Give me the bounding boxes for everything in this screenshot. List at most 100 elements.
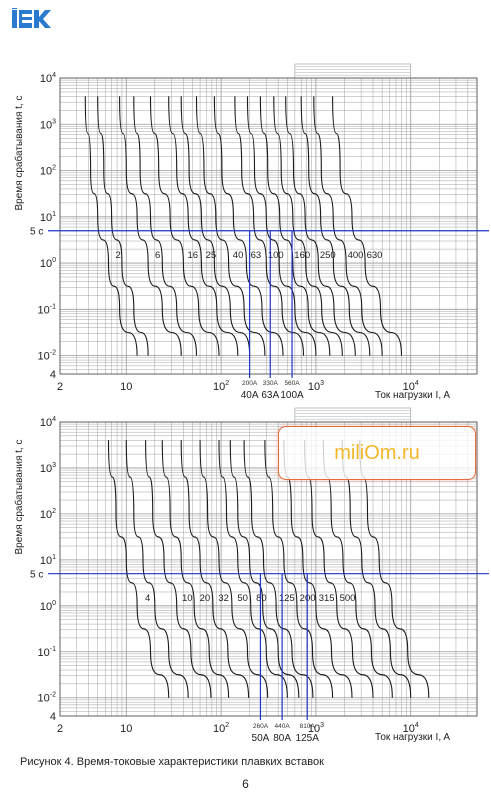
curve-label: 4	[145, 593, 150, 604]
curve-500	[304, 440, 374, 698]
y-tick-label: 4	[50, 369, 56, 381]
y-tick-label: 102	[40, 165, 56, 178]
x-tick-label: 10	[120, 723, 132, 735]
y-tick-label: 4	[50, 711, 56, 723]
marker-rating-label: 80A	[273, 733, 291, 744]
curve-unlabeled-10	[246, 96, 317, 356]
curve-label: 20	[200, 593, 211, 604]
curve-20	[161, 440, 230, 698]
x-tick-label: 102	[213, 722, 229, 735]
curve-10	[145, 440, 212, 698]
x-axis-label: Ток нагрузки I, A	[375, 390, 450, 401]
curve-label: 125	[279, 593, 295, 604]
grid	[59, 77, 478, 375]
curve-label: 16	[188, 250, 199, 261]
curve-6	[119, 96, 182, 356]
marker-current-label: 260A	[253, 723, 269, 730]
curve-label: 2	[115, 250, 120, 261]
curve-label: 250	[320, 250, 336, 261]
y-tick-label: 10-1	[38, 303, 57, 316]
y-tick-label: 100	[40, 257, 56, 270]
y-axis-label: Время срабатывания t, c	[13, 440, 25, 555]
grid	[59, 421, 478, 717]
x-tick-label: 104	[403, 722, 419, 735]
y-tick-label: 10-2	[38, 350, 57, 363]
curve-unlabeled-6	[180, 96, 251, 356]
curve-label: 6	[155, 250, 160, 261]
curve-label: 630	[367, 250, 383, 261]
y-tick-label: 104	[40, 72, 56, 85]
marker-rating-label: 125A	[296, 733, 320, 744]
x-tick-label: 103	[308, 722, 324, 735]
curve-label: 500	[340, 593, 356, 604]
curve-40	[195, 96, 266, 356]
reference-line-label: 5 c	[30, 227, 43, 238]
watermark-text: miliOm.ru	[334, 442, 420, 464]
curve-label: 32	[218, 593, 229, 604]
plot-frame	[59, 77, 478, 375]
curve-630	[332, 96, 403, 356]
curve-250	[285, 96, 356, 356]
curve-label: 315	[319, 593, 335, 604]
curve-160	[259, 96, 331, 356]
curve-label: 80	[256, 593, 267, 604]
y-tick-label: 10-1	[38, 646, 57, 659]
curve-125	[243, 440, 314, 698]
reference-line-label: 5 c	[30, 570, 43, 581]
marker-current-label: 440A	[275, 723, 291, 730]
curve-unlabeled-12	[322, 440, 393, 698]
curve-unlabeled-12	[273, 96, 343, 356]
upper-grid-box	[294, 407, 412, 423]
curve-unlabeled-14	[300, 96, 371, 356]
iek-logo	[12, 8, 51, 28]
curve-label: 100	[268, 250, 284, 261]
marker-rating-label: 40A	[241, 390, 259, 401]
curve-label: 10	[182, 593, 193, 604]
curve-label: 63	[251, 250, 262, 261]
curve-25	[168, 96, 239, 356]
curves: 2 6 16 25 40 63 100 160 250 400 630	[84, 96, 403, 356]
curve-400	[313, 96, 383, 356]
y-tick-label: 101	[40, 211, 56, 224]
curve-unlabeled-13	[341, 440, 412, 698]
curve-32	[180, 440, 250, 698]
page-number: 6	[242, 777, 249, 791]
curve-50	[199, 440, 269, 698]
marker-rating-label: 50A	[252, 733, 270, 744]
curve-80	[218, 440, 288, 698]
marker-current-label: 330A	[263, 380, 279, 387]
y-tick-label: 102	[40, 508, 56, 521]
curve-16	[149, 96, 220, 356]
x-tick-label: 2	[57, 381, 63, 393]
x-tick-label: 10	[120, 381, 132, 393]
marker-current-label: 200A	[242, 380, 258, 387]
curve-315	[283, 440, 353, 698]
curve-label: 400	[348, 250, 364, 261]
curve-unlabeled-14	[359, 440, 430, 698]
x-tick-label: 104	[403, 380, 419, 393]
curve-4	[107, 440, 170, 698]
curve-200	[264, 440, 334, 698]
x-tick-label: 2	[57, 723, 63, 735]
y-tick-label: 103	[40, 462, 56, 475]
marker-current-label: 560A	[284, 380, 300, 387]
curve-100	[234, 96, 305, 356]
marker-rating-label: 63A	[261, 390, 279, 401]
x-tick-label: 102	[213, 380, 229, 393]
upper-grid-box	[294, 63, 412, 79]
marker-current-label: 810A	[300, 723, 316, 730]
curve-unlabeled-1	[97, 96, 149, 356]
marker-rating-label: 100A	[280, 390, 304, 401]
plot-frame	[59, 421, 478, 717]
y-axis-label: Время срабатывания t, c	[13, 96, 25, 211]
curve-label: 50	[237, 593, 248, 604]
curve-label: 160	[294, 250, 310, 261]
curve-label: 40	[233, 250, 244, 261]
y-tick-label: 103	[40, 118, 56, 131]
curve-unlabeled-7	[229, 440, 300, 698]
curve-2	[84, 96, 138, 356]
curve-unlabeled-3	[133, 96, 198, 356]
